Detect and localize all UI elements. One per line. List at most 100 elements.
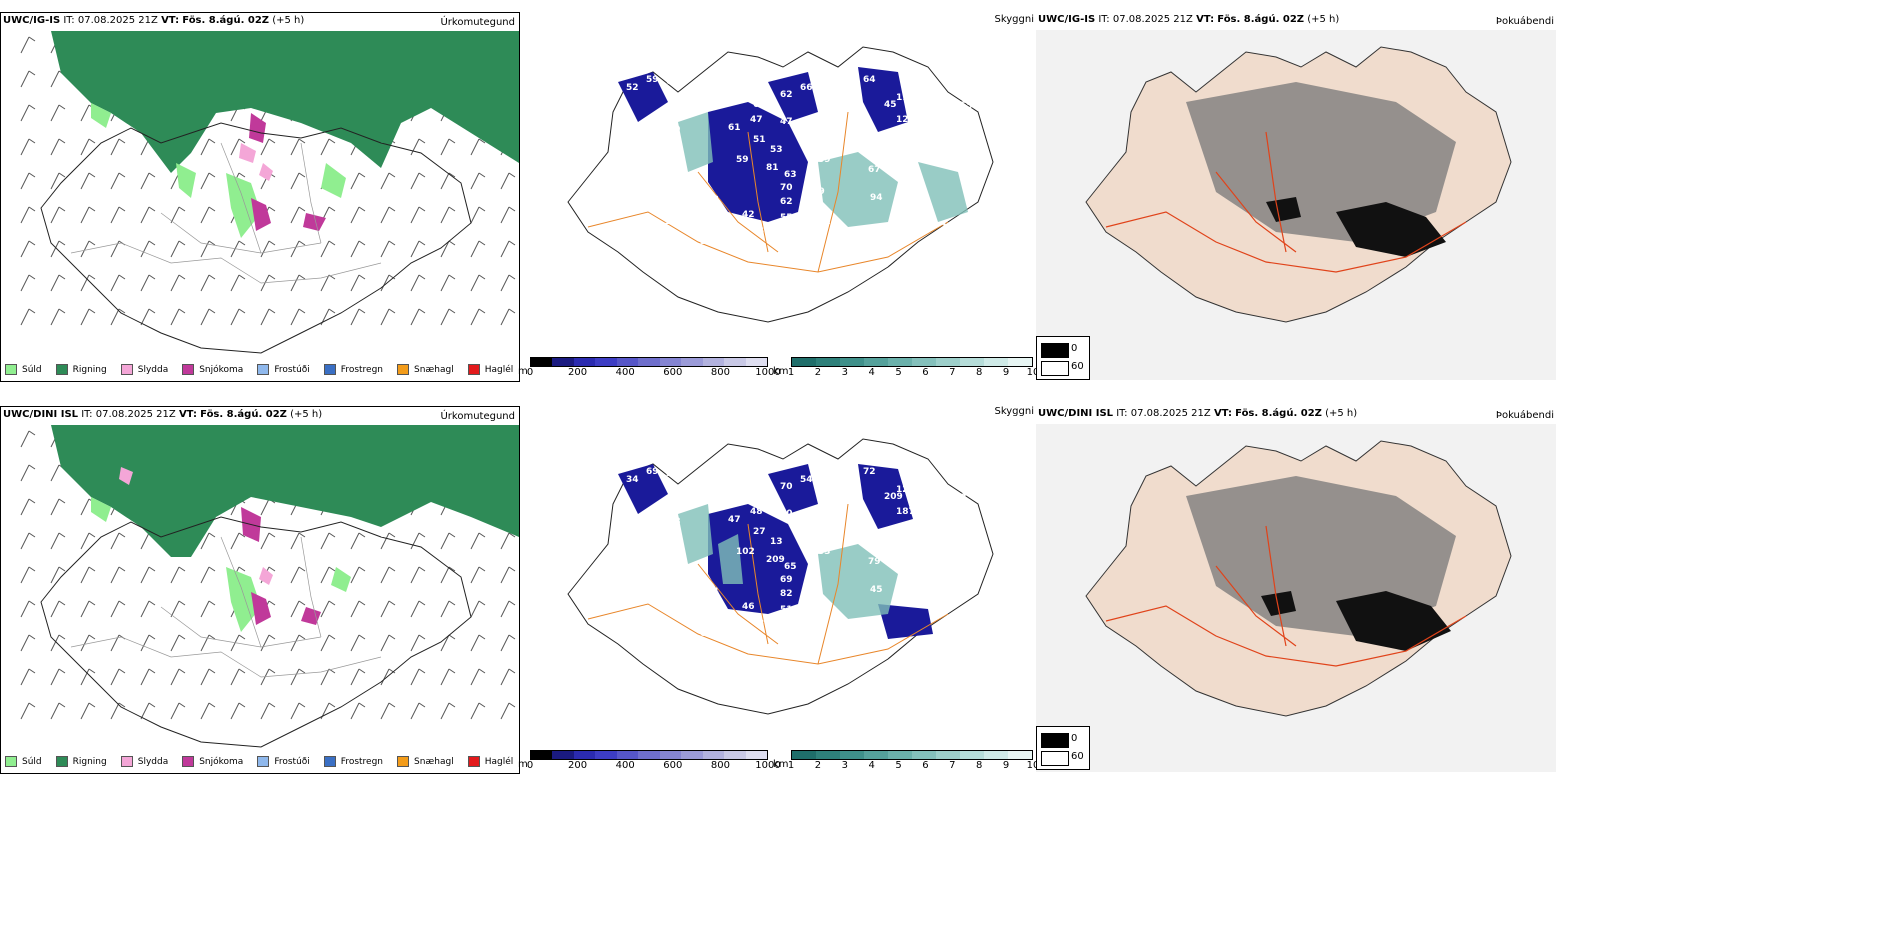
wind-barb-flag (358, 240, 366, 246)
rain-area (51, 425, 519, 557)
wind-barb-flag (238, 172, 246, 178)
wind-barb (200, 668, 210, 686)
wind-barb (110, 702, 120, 720)
wind-barb (200, 702, 210, 720)
legend-label: Frostúði (274, 756, 310, 767)
wind-barb (320, 566, 330, 584)
wind-barb-flag (238, 634, 246, 640)
colorbar-step (816, 358, 840, 366)
wind-barb-flag (388, 668, 396, 674)
vis-area (678, 112, 968, 227)
wind-barb-flag (118, 532, 126, 538)
wind-barb-flag (58, 702, 66, 708)
ceiling-label: 47 (720, 227, 733, 237)
colorbar-unit: m (518, 759, 528, 770)
wind-barb (380, 240, 390, 258)
ceiling-label: 18 (720, 609, 733, 619)
ceiling-label: 62 (780, 197, 793, 207)
colorbar-tick: 3 (841, 760, 848, 771)
ceiling-label: 65 (784, 562, 797, 572)
wind-barb (50, 308, 60, 326)
legend-item: Snjókoma (182, 364, 243, 375)
colorbar-step (888, 751, 912, 759)
fog-dark (1261, 591, 1451, 651)
wind-barb (140, 308, 150, 326)
fog-gray (1186, 82, 1456, 242)
wind-barb-flag (118, 308, 126, 314)
wind-barb (500, 240, 510, 258)
ceiling-label: 59 (646, 75, 659, 85)
wind-barb (50, 172, 60, 190)
wind-barb-flag (118, 668, 126, 674)
wind-barb-flag (298, 702, 306, 708)
legend-label: Slydda (137, 364, 169, 375)
wind-barb-flag (88, 600, 96, 606)
wind-barb (170, 240, 180, 258)
legend-item: Rigning (55, 756, 107, 767)
wind-barb (350, 172, 360, 190)
wind-barb-flag (508, 172, 516, 178)
wind-barb-flag (328, 206, 336, 212)
wind-barb (350, 532, 360, 550)
wind-barb (410, 308, 420, 326)
ceiling-label: 45 (884, 100, 897, 110)
wind-barb-flag (118, 206, 126, 212)
wind-barb-flag (418, 308, 426, 314)
wind-barb-flag (358, 668, 366, 674)
wind-barb (320, 634, 330, 652)
wind-barb (50, 240, 60, 258)
colorbar-step (616, 358, 639, 366)
ceiling-label: 41 (648, 245, 661, 255)
ceiling-label: 46 (742, 602, 755, 612)
ceiling-label: 50 (666, 469, 679, 479)
colorbar-step (702, 358, 725, 366)
wind-barb (20, 532, 30, 550)
colorbar-step (1008, 751, 1032, 759)
wind-barb (20, 70, 30, 88)
wind-barb (80, 104, 90, 122)
wind-barb (410, 172, 420, 190)
wind-barb-flag (238, 240, 246, 246)
wind-barb (500, 600, 510, 618)
wind-barb (410, 668, 420, 686)
colorbar-step (595, 358, 617, 366)
panel-variable: Skyggni (994, 406, 1034, 417)
wind-barb (140, 566, 150, 584)
ceiling-label: 79 (868, 557, 881, 567)
wind-barb-flag (28, 240, 36, 246)
wind-barb-flag (148, 634, 156, 640)
wind-barb-flag (148, 172, 156, 178)
wind-barb-flag (508, 668, 516, 674)
wind-barb (230, 702, 240, 720)
wind-barb-flag (418, 634, 426, 640)
wind-barb-flag (28, 532, 36, 538)
ceiling-label: 58 (922, 103, 935, 113)
colorbar-tick: 9 (1002, 760, 1010, 771)
wind-barb (200, 634, 210, 652)
colorbar-step (659, 751, 682, 759)
legend-swatch (55, 756, 68, 767)
wind-barb (110, 308, 120, 326)
wind-barb-flag (448, 308, 456, 314)
wind-barb (110, 274, 120, 292)
wind-barb (350, 274, 360, 292)
colorbar-step (864, 751, 888, 759)
wind-barb-flag (478, 308, 486, 314)
fog-legend-swatch (1041, 361, 1069, 376)
wind-barb (350, 634, 360, 652)
wind-barb (50, 274, 60, 292)
wind-barb-flag (298, 532, 306, 538)
wind-barb (80, 308, 90, 326)
wind-barb-flag (388, 634, 396, 640)
legend-item: Súld (5, 756, 42, 767)
wind-barb-flag (388, 308, 396, 314)
legend-label: Snjókoma (199, 756, 244, 767)
colorbar-tick: 400 (615, 367, 635, 378)
wind-barb-flag (328, 566, 336, 572)
ceiling-label: 27 (753, 527, 766, 537)
ceiling-label: 16 (870, 617, 883, 627)
fog-legend-label: 0 (1071, 343, 1078, 354)
wind-barb (320, 600, 330, 618)
wind-barb (80, 498, 90, 516)
